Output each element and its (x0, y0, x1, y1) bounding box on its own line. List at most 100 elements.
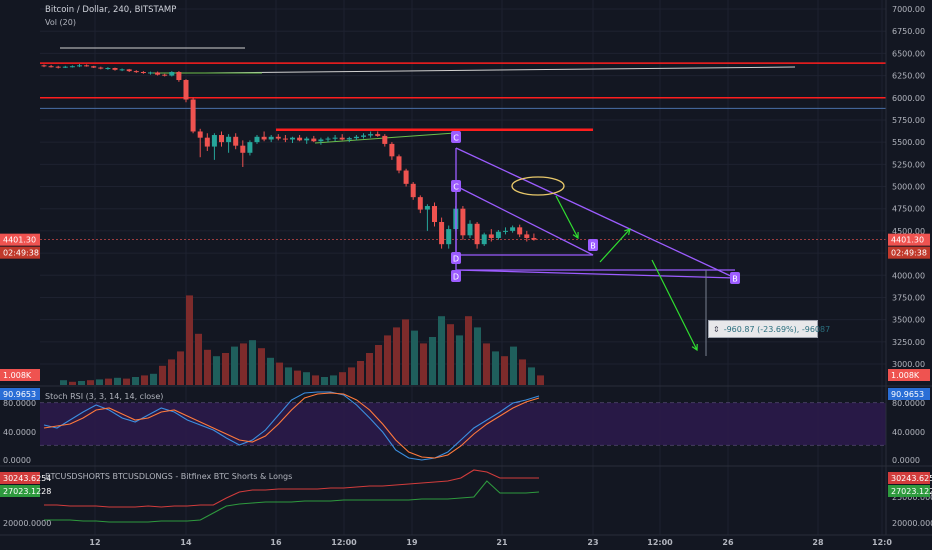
candle-body (495, 231, 501, 238)
time-tick-label: 12:0 (872, 538, 892, 547)
stoch-d-line (43, 392, 540, 459)
volume-bar (195, 333, 202, 385)
candle-body (460, 208, 466, 236)
shorts-badge-left: 30243.6254 (3, 474, 51, 483)
candle-body (339, 137, 345, 140)
volume-bar (537, 375, 544, 385)
measure-tooltip: ⇕ -960.87 (-23.69%), -96087 (708, 320, 830, 338)
stoch-tick-label: 80.0000 (892, 399, 925, 408)
shorts-longs-left-tick: 20000.0000 (3, 519, 51, 528)
longs-line (44, 480, 540, 523)
price-tick-label: 3000.00 (892, 360, 925, 369)
candle-body (503, 230, 508, 232)
price-tick-label: 6250.00 (892, 72, 925, 81)
volume-bar (105, 378, 112, 385)
candle-body (69, 66, 75, 68)
volume-bar (222, 353, 229, 385)
candle-body (403, 170, 409, 184)
descending-triangle-inner (455, 185, 594, 256)
price-tick-label: 6000.00 (892, 94, 925, 103)
volume-badge-left: 1.008K (3, 371, 32, 380)
candle-body (84, 65, 90, 67)
shorts-longs-label: BTCUSDSHORTS BTCUSDLONGS - Bitfinex BTC … (45, 472, 293, 481)
price-tick-label: 5750.00 (892, 116, 925, 125)
candle-body (162, 74, 168, 76)
candle-body (481, 234, 487, 245)
volume-bar (492, 351, 499, 385)
volume-bar (411, 330, 418, 385)
arrow-head (691, 343, 698, 352)
candle-body (275, 136, 281, 139)
stoch-tick-label: 40.0000 (892, 428, 925, 437)
candle-body (332, 137, 338, 139)
volume-bar (177, 351, 184, 385)
countdown-badge: 02:49:38 (891, 249, 927, 258)
volume-bar (285, 367, 292, 385)
candle-body (439, 222, 445, 245)
candle-body (389, 143, 395, 157)
candle-body (148, 72, 153, 74)
time-tick-label: 19 (406, 538, 418, 547)
candle-body (226, 136, 232, 143)
candle-body (233, 136, 239, 146)
volume-bar (483, 343, 490, 385)
volume-bar (69, 381, 76, 385)
volume-bar (366, 353, 373, 385)
volume-bar (339, 372, 346, 385)
candle-body (311, 138, 317, 142)
volume-bar (141, 375, 148, 385)
volume-bar (384, 335, 391, 385)
candle-body (318, 139, 324, 142)
price-tick-label: 3750.00 (892, 293, 925, 302)
candle-body (119, 69, 125, 71)
countdown-badge-bg (888, 246, 930, 259)
candle-body (446, 229, 452, 245)
candle-body (517, 227, 523, 235)
volume-bar (348, 367, 355, 385)
current-price-badge-bg (888, 233, 930, 246)
price-tick-label: 5500.00 (892, 138, 925, 147)
candle-body (382, 135, 388, 144)
measure-icon: ⇕ (713, 325, 720, 334)
candle-body (211, 135, 217, 147)
candle-body (254, 136, 260, 143)
volume-bar (78, 381, 85, 385)
volume-bar (294, 370, 301, 385)
price-tick-label: 3250.00 (892, 338, 925, 347)
point-label: D (453, 273, 459, 282)
arrow-head (624, 228, 631, 235)
point-label-bg (730, 272, 740, 284)
longs-badge-left-bg (0, 485, 40, 497)
point-label: D (453, 255, 459, 264)
volume-bar (501, 356, 508, 385)
shorts-line (44, 469, 539, 508)
price-tick-label: 6750.00 (892, 27, 925, 36)
stoch-rsi-label: Stoch RSI (3, 3, 14, 14, close) (45, 392, 164, 401)
volume-bar (447, 324, 454, 385)
candle-body (375, 134, 381, 136)
pattern-drawings: C C DD B B (451, 131, 740, 356)
time-tick-label: 23 (587, 538, 598, 547)
point-label: C (453, 183, 459, 192)
candle-body (424, 206, 430, 210)
volume-bar (474, 327, 481, 385)
shorts-longs-tick-label: 25000.0000 (892, 493, 932, 502)
projection-arrow (555, 195, 579, 239)
candle-body (467, 223, 473, 236)
stoch-badge-left-bg (0, 388, 40, 400)
time-tick-label: 12 (89, 538, 100, 547)
time-tick-label: 12:00 (331, 538, 357, 547)
current-price-badge: 4401.30 (891, 236, 924, 245)
candle-body (98, 67, 104, 69)
candle-body (105, 68, 111, 70)
support-resistance-lines (40, 47, 886, 240)
countdown-badge-left-bg (0, 246, 40, 259)
candle-body (488, 234, 494, 238)
point-label-bg (451, 252, 461, 264)
highlight-ellipse (511, 176, 565, 196)
volume-bar (420, 343, 427, 385)
volume-bar (528, 367, 535, 385)
candlesticks (41, 64, 537, 249)
candle-body (204, 137, 210, 147)
